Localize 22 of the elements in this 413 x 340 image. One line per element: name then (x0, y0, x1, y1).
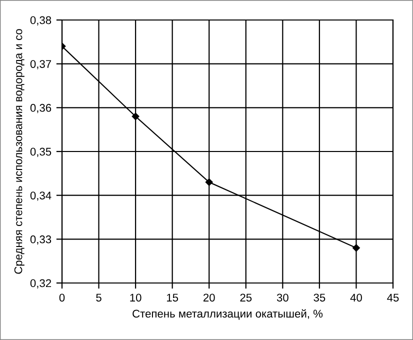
point (132, 112, 140, 120)
point (352, 244, 360, 252)
x-tick-label: 30 (276, 294, 288, 302)
point (205, 178, 213, 186)
y-tick-label: 0,35 (30, 148, 52, 157)
x-tick-label: 0 (59, 294, 65, 302)
y-tick-label: 0,33 (30, 235, 52, 245)
y-tick-label: 0,37 (30, 60, 52, 70)
y-tick-label: 0,38 (30, 16, 52, 26)
y-tick-label: 0,36 (30, 104, 52, 114)
x-tick-label: 10 (130, 294, 142, 302)
x-tick-label: 40 (350, 294, 362, 302)
x-tick-label: 25 (240, 294, 252, 302)
y-tick-label: 0,32 (30, 279, 52, 288)
x-tick-label: 45 (387, 294, 399, 302)
x-tick-label: 5 (96, 294, 102, 302)
y-tick-label: 0,34 (30, 192, 52, 201)
x-tick-label: 20 (203, 294, 215, 302)
x-axis-title: Степень металлизации окатышей, % (132, 309, 323, 320)
x-tick-label: 15 (167, 294, 178, 302)
y-axis-title: Средняя степень использования водорода и со (14, 29, 24, 274)
x-tick-label: 35 (314, 294, 326, 302)
